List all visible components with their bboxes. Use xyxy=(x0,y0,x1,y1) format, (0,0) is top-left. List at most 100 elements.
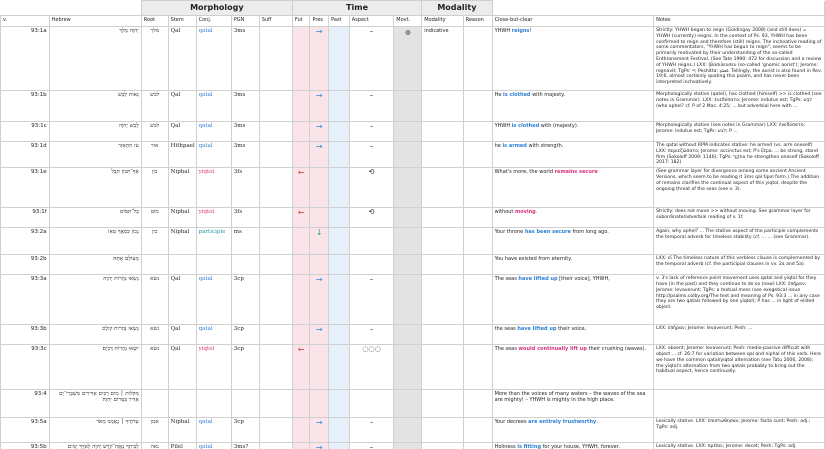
hebrew-text: אַף־תִּכּוֹן תֵּבֵל xyxy=(48,167,142,209)
stem-cell: Qal xyxy=(167,26,197,91)
notes-cell: v. 3's lack of reference point movement … xyxy=(653,274,825,326)
suff-cell xyxy=(258,417,293,444)
close-highlight: are entirely trustworthy xyxy=(528,419,597,426)
close-but-clear-cell: Your decrees are entirely trustworthy. xyxy=(491,417,655,444)
close-highlight: is fitting xyxy=(517,444,542,449)
modality-cell xyxy=(421,207,464,229)
past-cell xyxy=(328,207,350,229)
verse-number: 93:5b xyxy=(0,442,50,449)
verse-number: 93:3b xyxy=(0,324,50,346)
pgn-cell: 3ms? xyxy=(230,442,260,449)
arrow-right-icon: → xyxy=(315,27,323,36)
col-past: Past xyxy=(328,15,350,27)
hebrew-text: נָכוֹן כִּסְאֲךָ מֵאָז xyxy=(48,227,142,256)
notes-cell: LXX: εἶ The timeless nature of this verb… xyxy=(653,254,825,276)
past-cell xyxy=(328,26,350,91)
col-reason: Reason xyxy=(462,15,493,27)
arrow-down-icon: ↓ xyxy=(315,228,323,238)
pres-cell: → xyxy=(309,140,330,169)
close-but-clear-cell: he is armed with strength. xyxy=(491,140,655,169)
root-cell: מלך xyxy=(140,26,169,91)
col-pres: Pres xyxy=(309,15,330,27)
suff-cell xyxy=(258,167,293,209)
conj-cell xyxy=(195,389,232,419)
fut-cell: ← xyxy=(291,207,311,229)
fut-cell xyxy=(291,442,311,449)
fut-cell xyxy=(291,140,311,169)
close-but-clear-cell: YHWH is clothed with (majesty). xyxy=(491,121,655,142)
notes-cell: Morphologically stative (see notes in Gr… xyxy=(653,121,825,142)
hebrew-text: בַּל־תִּמּוֹט׃ xyxy=(48,207,142,229)
close-highlight: moving xyxy=(514,209,536,216)
verse-number: 93:3a xyxy=(0,274,50,326)
arrow-right-icon: → xyxy=(315,122,323,131)
movt-cell xyxy=(393,90,423,122)
aspect-cell: – xyxy=(348,274,395,326)
verse-number: 93:2a xyxy=(0,227,50,256)
pres-cell xyxy=(309,167,330,209)
conj-cell: qatal xyxy=(195,442,232,449)
verse-number: 93:2b xyxy=(0,254,50,276)
aspect-cell xyxy=(348,389,395,419)
conj-cell xyxy=(195,254,232,276)
table-row: 93:2a נָכוֹן כִּסְאֲךָ מֵאָז כון Niphal part… xyxy=(0,227,825,256)
suff-cell xyxy=(258,140,293,169)
close-text-tail: [their voice], YHWH, xyxy=(557,276,610,283)
arrow-left-icon: ← xyxy=(297,208,305,218)
notes-cell: Lexically stative. LXX: ἐπιστώθησαν; Jer… xyxy=(653,417,825,444)
col-close: Close-but-clear xyxy=(491,15,655,27)
pgn-cell: 3ms xyxy=(230,140,260,169)
hebrew-text: לָבֵשׁ יְהוָה xyxy=(48,121,142,142)
movt-cell xyxy=(393,442,423,449)
stem-cell: Niphal xyxy=(167,417,197,444)
modality-cell: indicative xyxy=(421,26,464,91)
table-row: 93:3c יִשְׂאוּ נְהָרוֹת דָּכְיָם׃ נשׂא Qal y… xyxy=(0,344,825,391)
aspect-cell: – xyxy=(348,140,395,169)
col-modality: Modality xyxy=(421,15,464,27)
stem-cell: Pilel xyxy=(167,442,197,449)
table-body: 93:1a יְהוָה מָלָךְ מלך Qal qatal 3ms → – ◍ indic… xyxy=(0,26,825,449)
close-text-tail: . xyxy=(535,209,538,216)
table-row: 93:1c לָבֵשׁ יְהוָה לבשׁ Qal qatal 3ms → – YHWH … xyxy=(0,121,825,142)
movt-cell xyxy=(393,344,423,391)
close-text-tail: with strength. xyxy=(526,143,564,149)
conj-cell: qatal xyxy=(195,274,232,326)
root-cell: נשׂא xyxy=(140,324,169,346)
reason-cell xyxy=(462,227,493,256)
verse-number: 93:1c xyxy=(0,121,50,142)
suff-cell xyxy=(258,274,293,326)
pgn-cell: 3cp xyxy=(230,324,260,346)
close-text-tail: . xyxy=(596,419,598,426)
col-movt: Movt. xyxy=(393,15,423,27)
col-root: Root xyxy=(140,15,169,27)
movt-cell xyxy=(393,417,423,444)
reason-cell xyxy=(462,90,493,122)
arrow-right-icon: → xyxy=(315,142,323,151)
close-highlight: is clothed xyxy=(511,123,540,129)
close-text: Holiness xyxy=(494,444,518,449)
past-cell xyxy=(328,324,350,346)
conj-cell: yiqtol xyxy=(195,167,232,209)
past-cell xyxy=(328,90,350,122)
modality-cell xyxy=(421,442,464,449)
stem-cell: Niphal xyxy=(167,227,197,256)
close-highlight: reigns xyxy=(511,28,530,34)
suff-cell xyxy=(258,90,293,122)
col-pgn: PGN xyxy=(230,15,260,27)
col-notes: Notes xyxy=(653,15,825,27)
close-text-tail: their voice, xyxy=(556,326,587,333)
conj-cell: qatal xyxy=(195,140,232,169)
stem-cell: Qal xyxy=(167,90,197,122)
stem-cell: Niphal xyxy=(167,207,197,229)
modality-cell xyxy=(421,140,464,169)
hebrew-text: מִקֹּלוֹת ׀ מַיִם רַבִּים אַדִּירִים מִש… xyxy=(48,389,142,419)
close-highlight: would continually lift up xyxy=(518,346,587,353)
arrow-right-icon: → xyxy=(315,325,323,335)
modality-cell xyxy=(421,274,464,326)
close-highlight: have lifted up xyxy=(518,276,558,283)
movt-cell xyxy=(393,207,423,229)
fut-cell xyxy=(291,417,311,444)
table-row: 93:1e אַף־תִּכּוֹן תֵּבֵל כון Niphal yiqtol 3… xyxy=(0,167,825,209)
notes-cell: LXX: absent; Jerome: levaverunt; Pesh: m… xyxy=(653,344,825,391)
aspect-cell xyxy=(348,227,395,256)
